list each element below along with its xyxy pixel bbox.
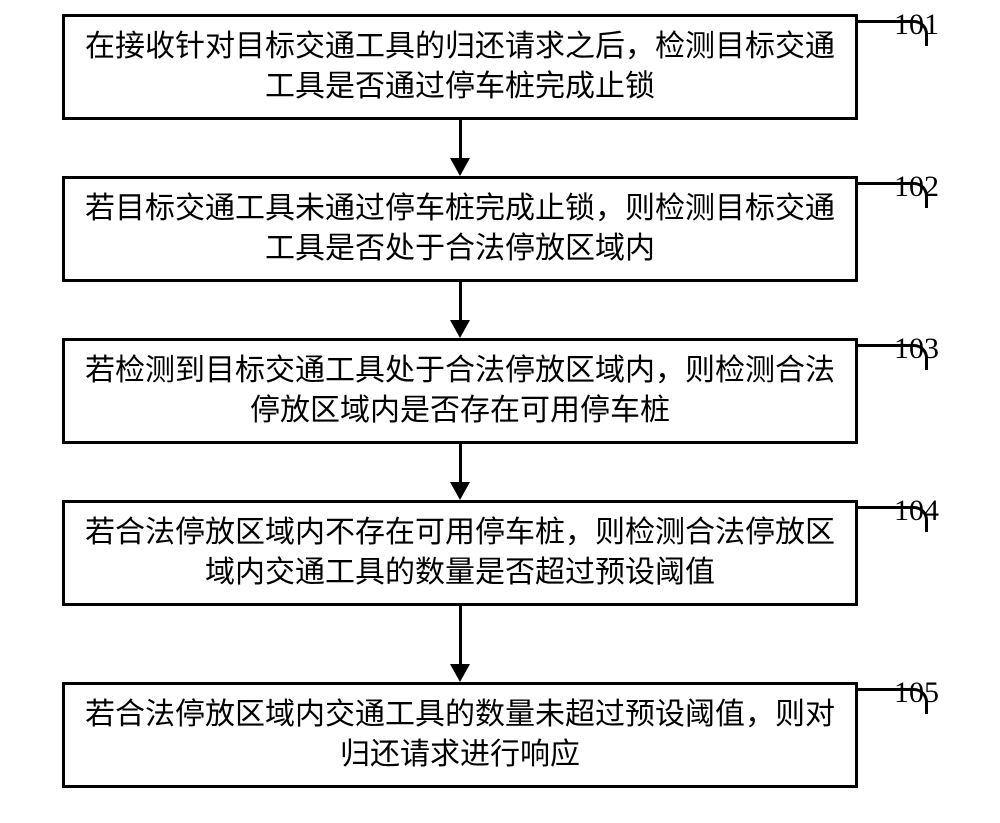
arrow-line-3 [459,444,462,484]
step-label-3: 103 [894,332,939,366]
step-label-5: 105 [894,676,939,710]
flowchart-step-1: 在接收针对目标交通工具的归还请求之后，检测目标交通工具是否通过停车桩完成止锁 [62,14,858,120]
step-text: 若检测到目标交通工具处于合法停放区域内，则检测合法停放区域内是否存在可用停车桩 [85,351,835,432]
arrow-head-3 [450,482,470,500]
flowchart-step-3: 若检测到目标交通工具处于合法停放区域内，则检测合法停放区域内是否存在可用停车桩 [62,338,858,444]
flowchart-step-4: 若合法停放区域内不存在可用停车桩，则检测合法停放区域内交通工具的数量是否超过预设… [62,500,858,606]
step-label-1: 101 [894,8,939,42]
arrow-head-1 [450,158,470,176]
flowchart-step-2: 若目标交通工具未通过停车桩完成止锁，则检测目标交通工具是否处于合法停放区域内 [62,176,858,282]
step-text: 若目标交通工具未通过停车桩完成止锁，则检测目标交通工具是否处于合法停放区域内 [85,189,835,270]
step-text: 若合法停放区域内交通工具的数量未超过预设阈值，则对归还请求进行响应 [85,695,835,776]
arrow-line-2 [459,282,462,322]
flowchart-step-5: 若合法停放区域内交通工具的数量未超过预设阈值，则对归还请求进行响应 [62,682,858,788]
arrow-line-1 [459,120,462,160]
step-text: 若合法停放区域内不存在可用停车桩，则检测合法停放区域内交通工具的数量是否超过预设… [85,513,835,594]
arrow-line-4 [459,606,462,666]
step-label-4: 104 [894,494,939,528]
step-text: 在接收针对目标交通工具的归还请求之后，检测目标交通工具是否通过停车桩完成止锁 [85,27,835,108]
arrow-head-2 [450,320,470,338]
step-label-2: 102 [894,170,939,204]
arrow-head-4 [450,664,470,682]
